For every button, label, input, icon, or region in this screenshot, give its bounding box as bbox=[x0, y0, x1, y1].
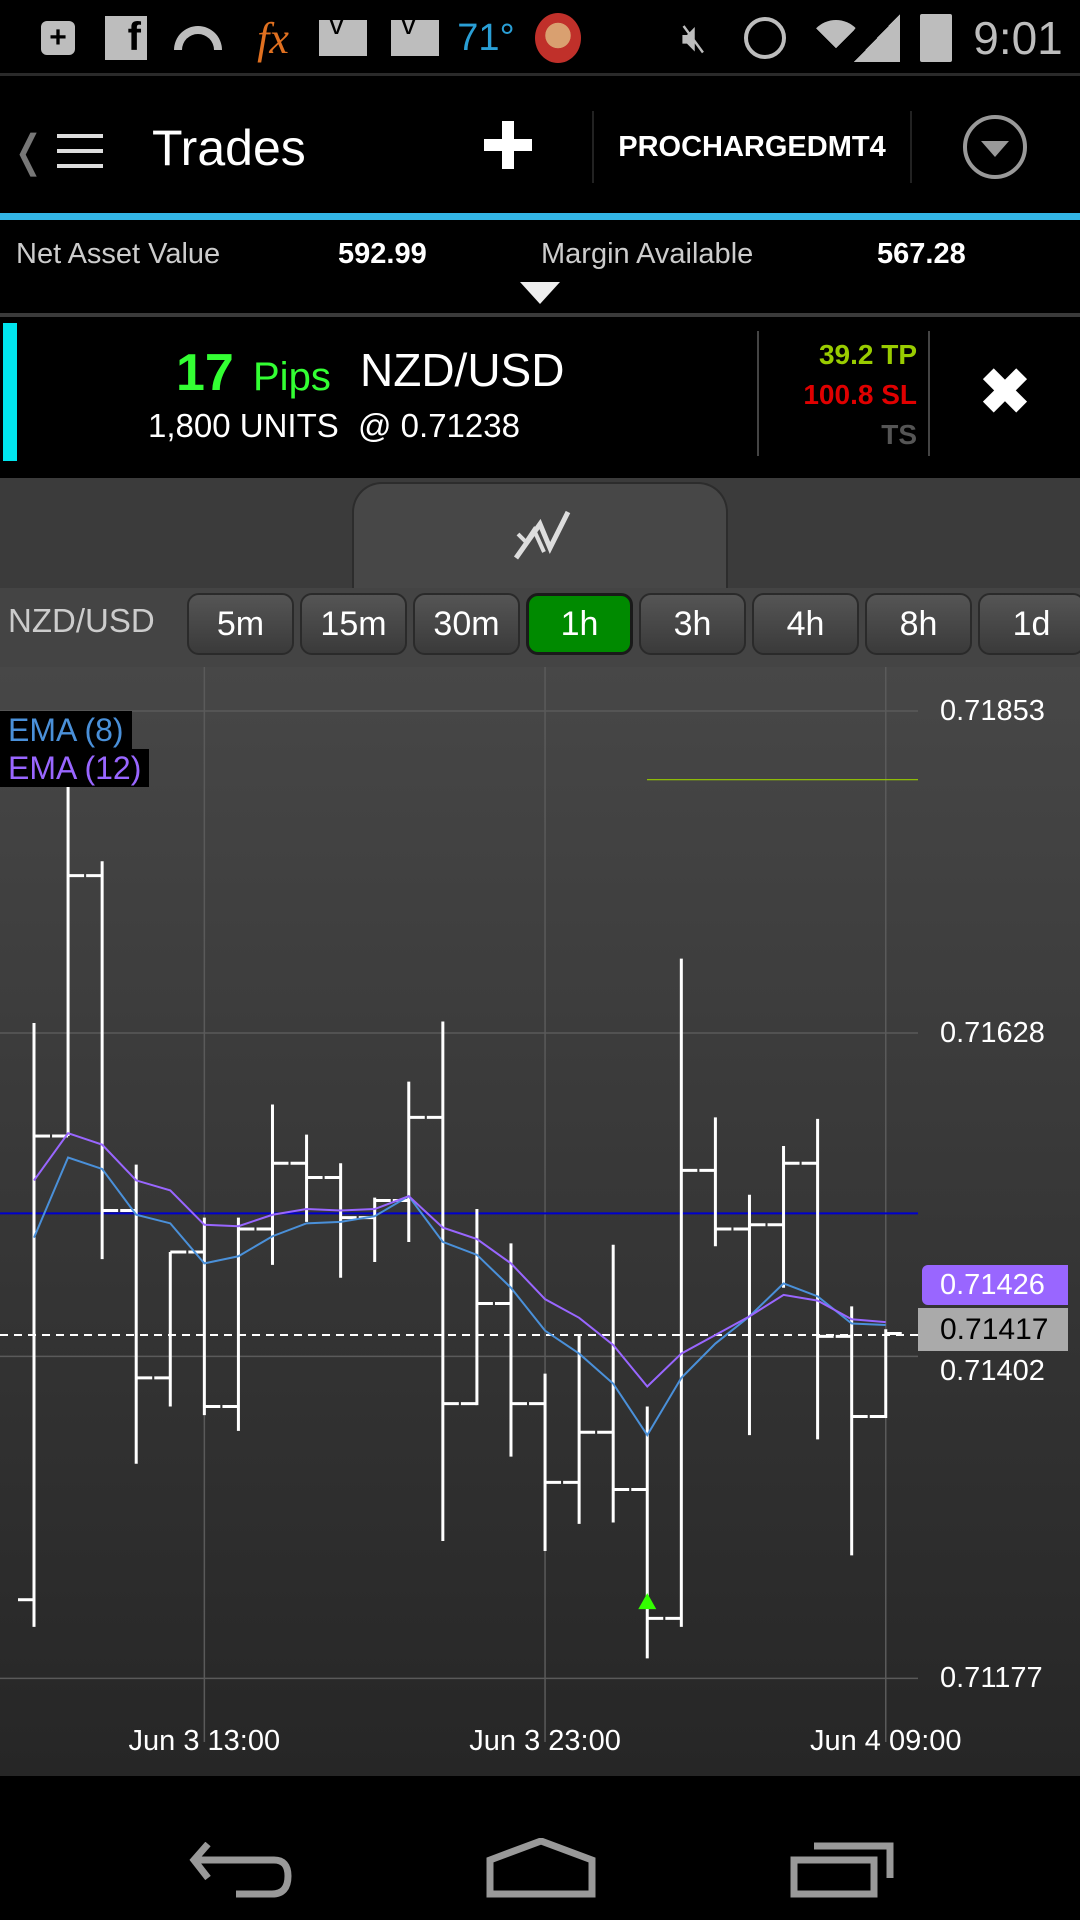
trade-pair: NZD/USD bbox=[360, 344, 565, 396]
avatar-icon bbox=[534, 13, 582, 63]
close-icon: ✖ bbox=[979, 358, 1031, 427]
x-tick-label: Jun 3 23:00 bbox=[469, 1725, 621, 1757]
timeframe-3h[interactable]: 3h bbox=[639, 593, 746, 655]
chart-symbol[interactable]: NZD/USD bbox=[8, 602, 155, 639]
chart-canvas[interactable] bbox=[0, 667, 1080, 1776]
divider bbox=[928, 331, 930, 456]
back-button[interactable] bbox=[188, 1842, 294, 1898]
ema12-price-badge: 0.71426 bbox=[922, 1265, 1068, 1305]
take-profit: 39.2 TP bbox=[818, 339, 917, 370]
divider bbox=[757, 331, 759, 456]
entry-marker bbox=[638, 1593, 657, 1610]
account-summary: Net Asset Value 592.99 Margin Available … bbox=[0, 220, 1080, 317]
y-tick-label: 0.71628 bbox=[940, 1017, 1045, 1049]
plus-badge-icon: + bbox=[38, 14, 78, 62]
trade-units: 1,800 UNITS bbox=[148, 407, 339, 444]
battery-icon bbox=[918, 14, 954, 62]
alarm-icon bbox=[740, 14, 790, 62]
divider bbox=[592, 111, 594, 183]
pips-value: 17 bbox=[176, 344, 234, 402]
timeframe-30m[interactable]: 30m bbox=[413, 593, 520, 655]
facebook-icon: f bbox=[104, 14, 148, 62]
timeframe-8h[interactable]: 8h bbox=[865, 593, 972, 655]
trade-row[interactable]: 17 Pips NZD/USD 1,800 UNITS @ 0.71238 39… bbox=[0, 321, 1080, 478]
ema-line-1 bbox=[33, 1131, 886, 1388]
recents-button[interactable] bbox=[790, 1842, 896, 1898]
x-tick-label: Jun 3 13:00 bbox=[128, 1725, 281, 1757]
back-chevron-icon: ❬ bbox=[10, 126, 47, 176]
legend-ema8: EMA (8) bbox=[0, 711, 132, 749]
stop-loss: 100.8 SL bbox=[803, 379, 917, 410]
clock: 9:01 bbox=[973, 12, 1063, 64]
chart-tab[interactable] bbox=[352, 482, 728, 590]
expand-triangle-icon[interactable] bbox=[520, 282, 560, 304]
mail-icon: v bbox=[390, 8, 440, 62]
signal-arc-icon bbox=[172, 14, 224, 62]
price-chart[interactable]: EMA (8) EMA (12) 0.71853 0.71628 0.71402 0.… bbox=[0, 667, 1080, 1776]
weather-temp: 71° bbox=[457, 16, 515, 59]
legend-ema12: EMA (12) bbox=[0, 749, 150, 787]
trailing-stop: TS bbox=[881, 419, 917, 450]
nav-value: 592.99 bbox=[338, 238, 427, 270]
y-tick-label: 0.71853 bbox=[940, 695, 1045, 727]
menu-button[interactable]: ❬ bbox=[10, 121, 110, 181]
chart-tab-bar bbox=[0, 478, 1080, 590]
triangle-down-icon bbox=[981, 141, 1009, 157]
hamburger-icon bbox=[56, 134, 103, 168]
mail-icon: v bbox=[318, 8, 368, 62]
home-button[interactable] bbox=[486, 1838, 596, 1898]
trade-indicator-bar bbox=[3, 323, 17, 461]
y-tick-label: 0.71177 bbox=[940, 1662, 1043, 1695]
system-nav-bar bbox=[0, 1776, 1080, 1920]
pips-label: Pips bbox=[253, 355, 331, 399]
tp-sl-ts[interactable]: 39.2 TP 100.8 SL TS bbox=[760, 335, 917, 455]
page-title: Trades bbox=[152, 120, 306, 176]
margin-label: Margin Available bbox=[541, 238, 754, 270]
timeframe-4h[interactable]: 4h bbox=[752, 593, 859, 655]
timeframe-1h[interactable]: 1h bbox=[526, 593, 633, 655]
back-arrow-icon bbox=[189, 1842, 292, 1898]
trade-price: @ 0.71238 bbox=[358, 407, 520, 444]
account-selector[interactable]: PROCHARGEDMT4 bbox=[618, 130, 886, 163]
status-bar: + f fx v v 71° 🔇︎ 9:01 bbox=[0, 0, 1080, 76]
accent-line bbox=[0, 213, 1080, 220]
chart-line-icon bbox=[513, 510, 571, 560]
app-bar: ❬ Trades PROCHARGEDMT4 bbox=[0, 79, 1080, 213]
ema-line-0 bbox=[33, 1156, 886, 1438]
home-icon bbox=[486, 1838, 596, 1898]
fx-label: fx bbox=[257, 13, 289, 63]
fx-icon: fx bbox=[248, 13, 298, 63]
add-trade-button[interactable] bbox=[480, 117, 536, 173]
dropdown-button[interactable] bbox=[963, 115, 1027, 179]
mute-icon: 🔇︎ bbox=[681, 15, 707, 60]
divider bbox=[910, 111, 912, 183]
x-tick-label: Jun 4 09:00 bbox=[809, 1725, 962, 1757]
margin-value: 567.28 bbox=[877, 238, 966, 270]
timeframe-5m[interactable]: 5m bbox=[187, 593, 294, 655]
current-price-badge: 0.71417 bbox=[918, 1308, 1068, 1351]
cell-signal-icon bbox=[852, 14, 902, 62]
timeframe-bar: NZD/USD 5m 15m 30m 1h 3h 4h 8h 1d bbox=[0, 588, 1080, 667]
ema12-price-label: 0.71426 bbox=[940, 1269, 1045, 1301]
timeframe-1d[interactable]: 1d bbox=[978, 593, 1080, 655]
nav-label: Net Asset Value bbox=[16, 238, 221, 270]
timeframe-15m[interactable]: 15m bbox=[300, 593, 407, 655]
y-tick-label: 0.71402 bbox=[940, 1355, 1045, 1387]
close-trade-button[interactable]: ✖ bbox=[975, 362, 1035, 424]
recents-icon bbox=[790, 1842, 894, 1898]
